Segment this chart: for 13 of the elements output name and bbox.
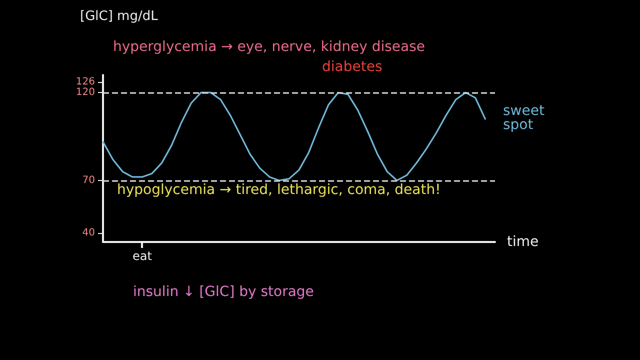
y-tick-label: 126 [76,76,95,88]
line-series [102,92,486,182]
y-axis-title: [GlC] mg/dL [80,9,159,24]
text: sweet spot [503,103,549,133]
text: insulin ↓ [GlC] by storage [133,284,314,300]
y-tick-label: 40 [82,228,95,239]
annotation: hypoglycemia → tired, lethargic, coma, death! [117,182,441,198]
y-tick-label: 70 [82,174,95,186]
text: diabetes [322,59,382,75]
text: hyperglycemia → eye, nerve, kidney disease [113,39,426,55]
x-axis-title: time [507,234,539,250]
x-tick-label: eat [132,249,152,263]
y-tick-label: 120 [76,87,95,98]
